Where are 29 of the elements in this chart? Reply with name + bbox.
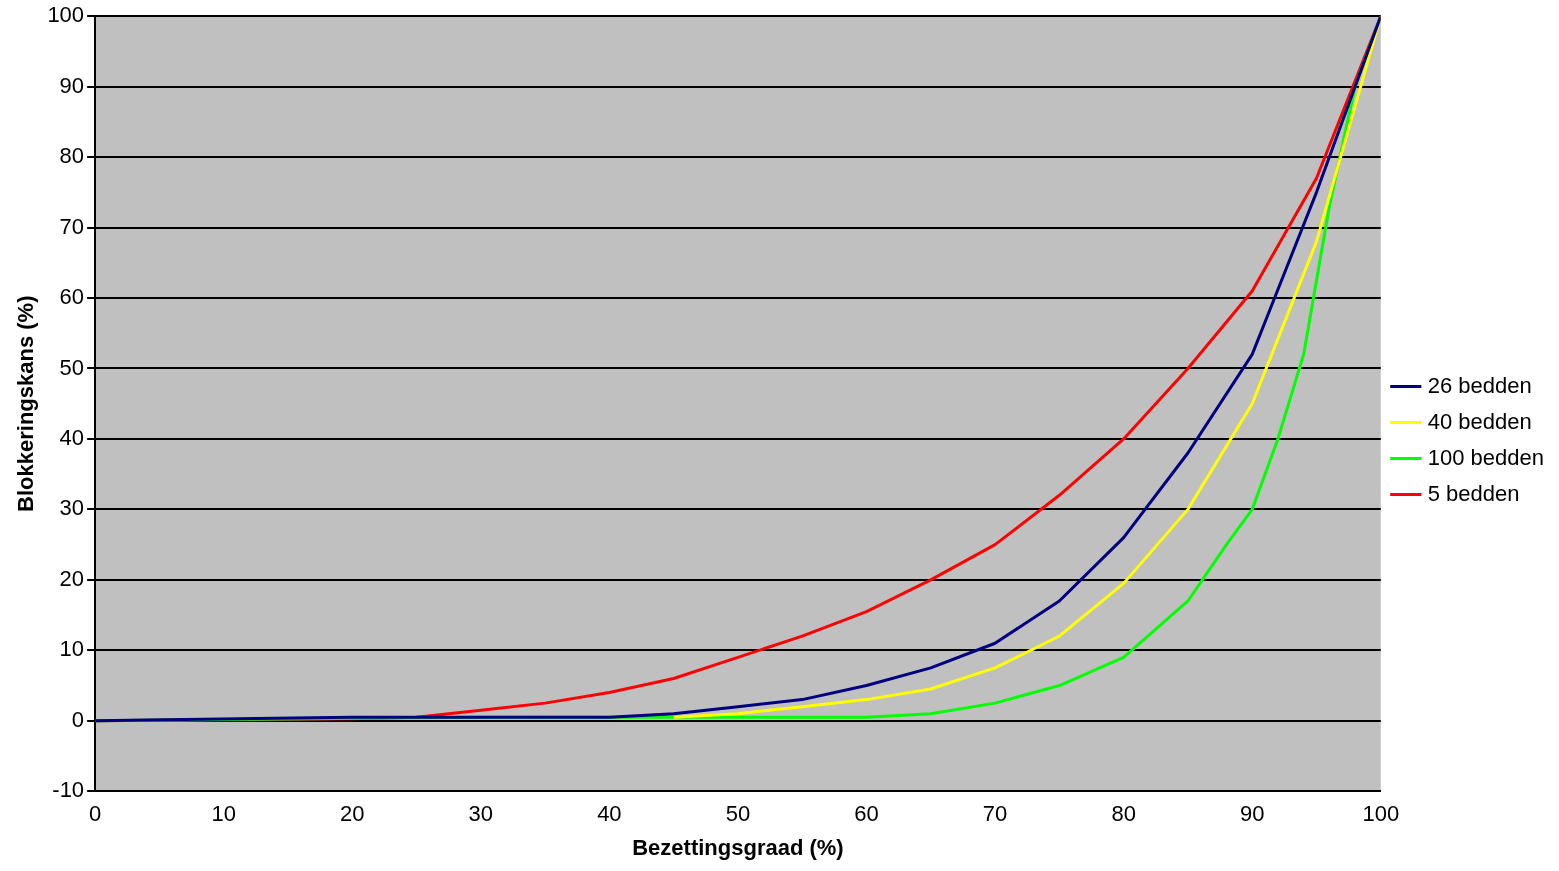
y-tick-label: -10 [52,777,85,803]
legend-label: 100 bedden [1427,444,1544,470]
y-tick-label: 70 [59,213,85,239]
x-tick-label: 70 [982,801,1008,827]
y-tick-label: 100 [47,2,85,28]
x-tick-label: 50 [725,801,751,827]
y-tick-label: 20 [59,565,85,591]
legend-label: 5 bedden [1427,480,1520,506]
x-axis-title: Bezettingsgraad (%) [632,834,844,860]
x-tick-label: 90 [1239,801,1265,827]
x-tick-label: 0 [88,801,102,827]
x-tick-label: 80 [1111,801,1136,827]
x-tick-label: 100 [1362,801,1400,827]
x-tick-label: 60 [854,801,879,827]
x-tick-label: 20 [340,801,365,827]
y-tick-label: 60 [59,284,85,310]
legend-label: 26 bedden [1427,372,1532,398]
x-tick-label: 10 [211,801,236,827]
legend-label: 40 bedden [1427,408,1532,434]
y-tick-label: 80 [59,143,85,169]
y-tick-label: 40 [59,424,85,450]
y-tick-label: 50 [59,354,85,380]
x-tick-label: 40 [597,801,622,827]
y-tick-label: 30 [59,495,85,521]
y-tick-label: 10 [59,636,85,662]
y-tick-label: 0 [71,706,85,732]
y-axis-title: Blokkeringskans (%) [13,295,39,512]
y-tick-label: 90 [59,72,85,98]
x-tick-label: 30 [468,801,494,827]
